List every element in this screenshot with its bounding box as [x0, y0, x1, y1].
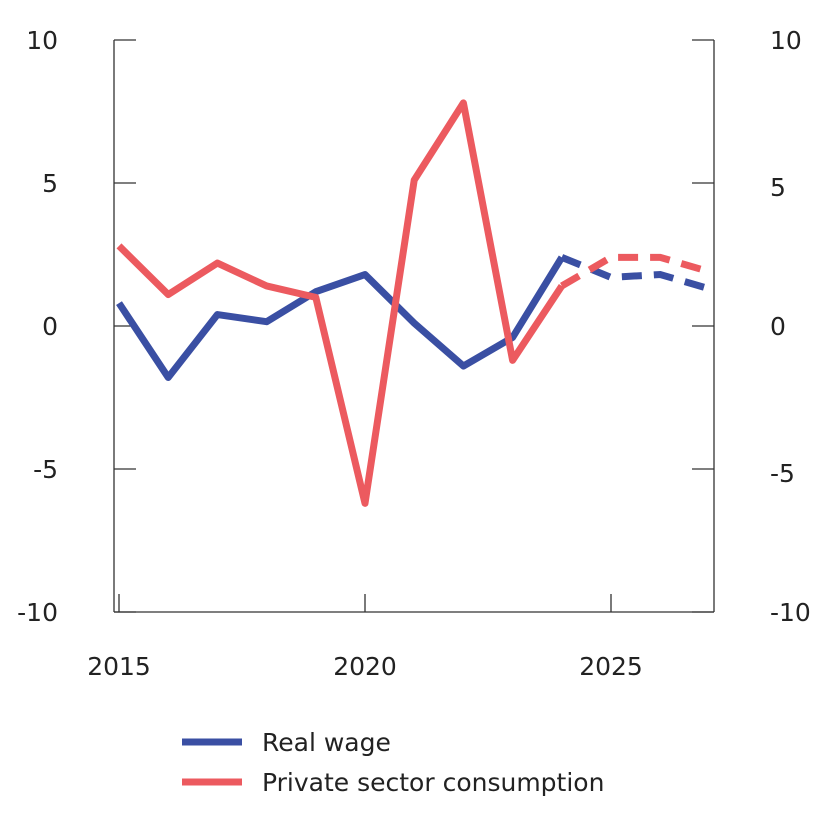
y-tick-label-right: -5	[770, 459, 795, 488]
x-tick-label: 2020	[333, 652, 397, 681]
y-tick-label-left: -10	[17, 598, 58, 627]
series-forecast-line-1	[560, 253, 711, 289]
legend-label-0: Real wage	[262, 728, 391, 757]
y-tick-label-right: 10	[770, 26, 802, 55]
series-forecast-line-0	[560, 254, 711, 293]
y-tick-label-right: -10	[770, 598, 811, 627]
y-tick-label-left: 10	[26, 26, 58, 55]
series-line-1	[116, 99, 565, 507]
y-tick-label-left: 0	[42, 312, 58, 341]
y-tick-label-right: 5	[770, 173, 786, 202]
y-tick-label-right: 0	[770, 312, 786, 341]
series-line-0	[116, 255, 565, 381]
x-tick-label: 2025	[579, 652, 643, 681]
legend-label-1: Private sector consumption	[262, 768, 604, 797]
y-tick-label-left: -5	[33, 455, 58, 484]
y-tick-label-left: 5	[42, 169, 58, 198]
x-tick-label: 2015	[87, 652, 151, 681]
